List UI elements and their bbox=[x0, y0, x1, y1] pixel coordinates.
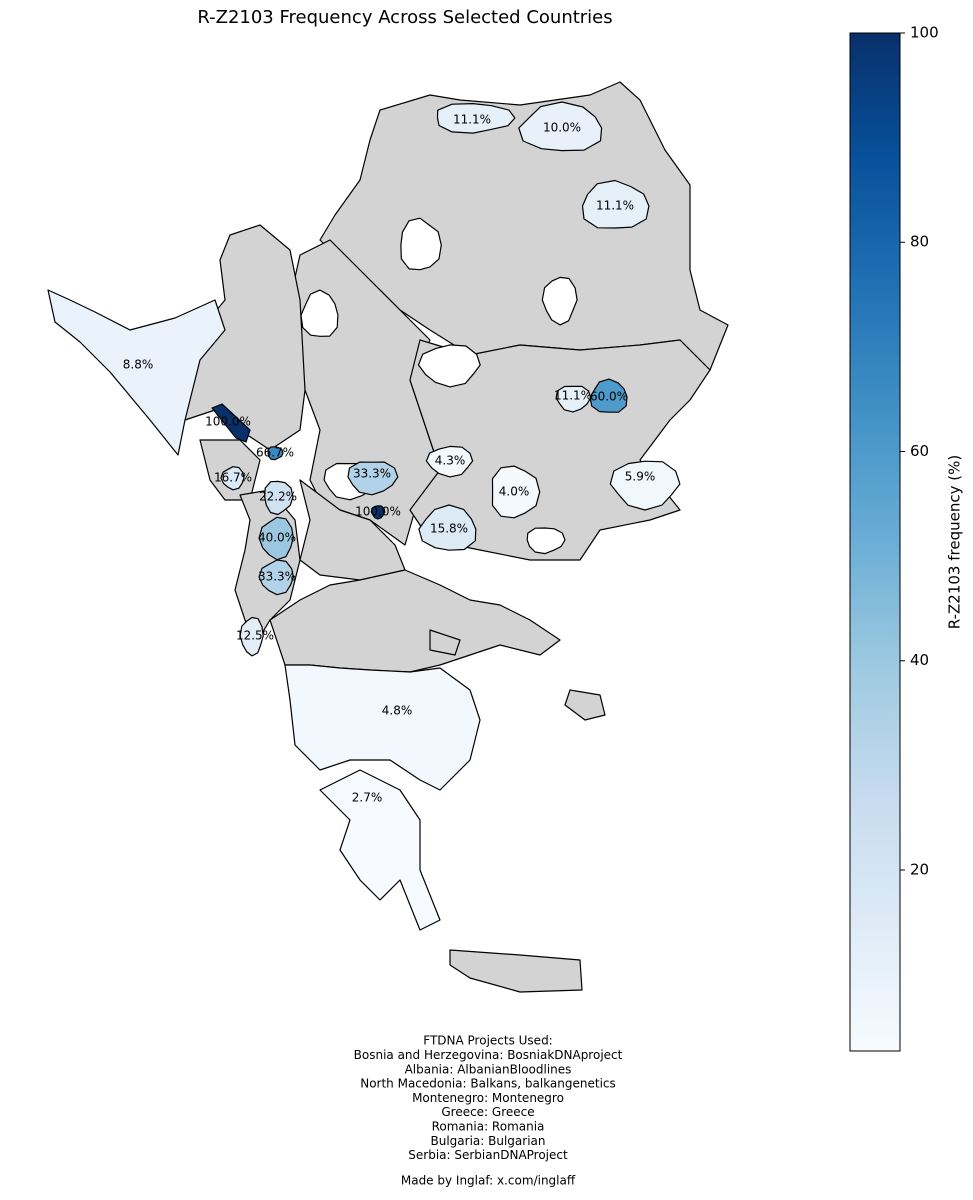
region bbox=[581, 179, 650, 229]
region-label: 8.8% bbox=[123, 358, 154, 372]
colorbar-scale bbox=[849, 32, 901, 1052]
region bbox=[518, 101, 603, 152]
region-label: 12.5% bbox=[236, 629, 274, 643]
region bbox=[589, 378, 628, 413]
region bbox=[239, 616, 264, 657]
region-label: 33.3% bbox=[258, 570, 296, 584]
footer-line: Romania: Romania bbox=[432, 1120, 545, 1134]
region-empty bbox=[417, 344, 481, 388]
region-label: 11.1% bbox=[453, 113, 491, 127]
region-empty bbox=[541, 276, 578, 326]
colorbar-tick-label: 80 bbox=[910, 233, 929, 251]
region-labels: 11.1% 10.0% 11.1% 8.8% 100.0% 66.7% 16.7% 22.2%… bbox=[123, 113, 656, 805]
region bbox=[347, 461, 399, 496]
region bbox=[211, 403, 251, 443]
colorbar-tick-label: 20 bbox=[910, 860, 929, 878]
footer-heading: FTDNA Projects Used: bbox=[423, 1034, 552, 1048]
region-no-data bbox=[269, 569, 561, 673]
region-label: 2.7% bbox=[352, 791, 383, 805]
footer-line: North Macedonia: Balkans, balkangenetics bbox=[360, 1077, 616, 1091]
footer-line: Greece: Greece bbox=[441, 1105, 534, 1119]
region-label: 66.7% bbox=[256, 446, 294, 460]
region bbox=[425, 445, 474, 478]
region-label: 4.0% bbox=[499, 485, 530, 499]
colorbar-tick-label: 100 bbox=[910, 24, 939, 42]
footer-line: Montenegro: Montenegro bbox=[412, 1091, 564, 1105]
footer-line: Bulgaria: Bulgarian bbox=[431, 1134, 546, 1148]
region bbox=[264, 480, 294, 516]
region bbox=[319, 769, 441, 931]
region-label: 60.0% bbox=[590, 390, 628, 404]
colorbar-tick-label: 60 bbox=[910, 442, 929, 460]
region-label: 10.0% bbox=[543, 121, 581, 135]
region-label: 100.0% bbox=[355, 505, 401, 519]
region-empty bbox=[526, 527, 566, 555]
footer-line: Bosnia and Herzegovina: BosniakDNAprojec… bbox=[354, 1048, 623, 1062]
colorbar-label: R-Z2103 frequency (%) bbox=[946, 455, 964, 629]
region bbox=[258, 516, 294, 561]
region-no-data bbox=[429, 629, 461, 656]
region bbox=[267, 446, 284, 461]
colorbar-tick-label: 40 bbox=[910, 651, 929, 669]
region-label: 33.3% bbox=[353, 467, 391, 481]
region bbox=[418, 504, 477, 551]
colorbar: 20 40 60 80 100 R-Z2103 frequency (%) bbox=[849, 24, 964, 1052]
region-label: 22.2% bbox=[259, 490, 297, 504]
region bbox=[491, 465, 541, 519]
region-label: 4.8% bbox=[382, 704, 413, 718]
footer-credit: Made by Inglaf: x.com/inglaff bbox=[401, 1174, 576, 1188]
region bbox=[47, 289, 226, 456]
region-label: 11.1% bbox=[554, 389, 592, 403]
region bbox=[220, 466, 245, 491]
region bbox=[258, 559, 294, 596]
region-empty bbox=[300, 289, 339, 337]
region-label: 40.0% bbox=[258, 531, 296, 545]
map-regions bbox=[47, 101, 681, 931]
region-label: 11.1% bbox=[596, 199, 634, 213]
region bbox=[609, 460, 681, 511]
region-no-data bbox=[564, 689, 606, 721]
footer-line: Serbia: SerbianDNAProject bbox=[408, 1148, 568, 1162]
region-label: 100.0% bbox=[205, 415, 251, 429]
map-title: R-Z2103 Frequency Across Selected Countr… bbox=[197, 7, 612, 28]
footer-line: Albania: AlbanianBloodlines bbox=[405, 1062, 572, 1076]
region-label: 5.9% bbox=[625, 470, 656, 484]
region-label: 4.3% bbox=[435, 454, 466, 468]
region-label: 15.8% bbox=[430, 522, 468, 536]
region bbox=[284, 664, 481, 791]
region-empty bbox=[400, 217, 442, 271]
footer: FTDNA Projects Used:Bosnia and Herzegovi… bbox=[354, 1034, 623, 1188]
region bbox=[436, 102, 516, 134]
region-no-data bbox=[449, 949, 583, 993]
region bbox=[555, 385, 592, 413]
region bbox=[370, 505, 386, 520]
region-label: 16.7% bbox=[214, 471, 252, 485]
